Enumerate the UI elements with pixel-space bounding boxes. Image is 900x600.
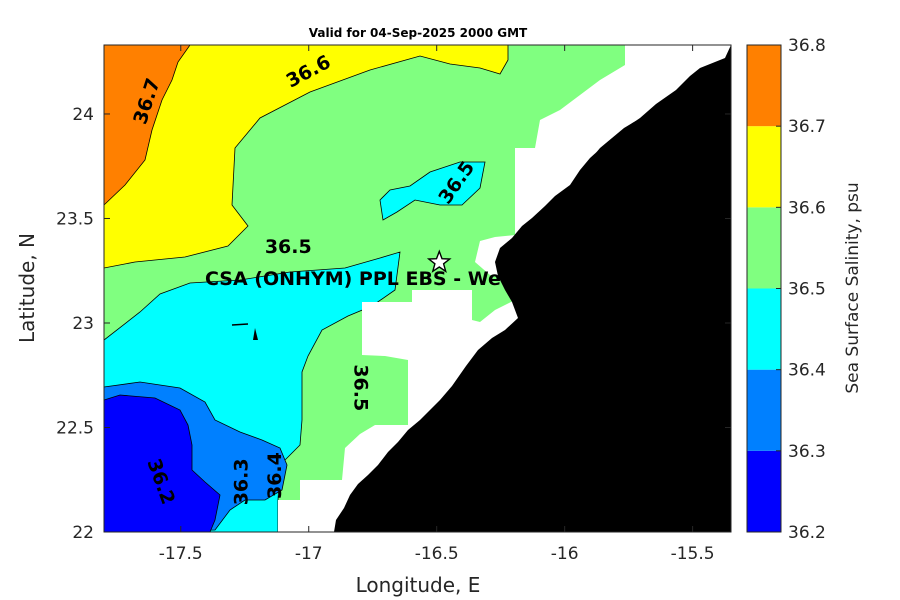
y-tick-label: 23 [72, 314, 94, 334]
site-label: CSA (ONHYM) PPL EBS - We [205, 268, 501, 290]
colorbar-bin [747, 450, 781, 532]
contour-label: 36.5 [349, 364, 371, 411]
x-axis: -17.5 -17 -16.5 -16 -15.5 [159, 45, 715, 564]
contour-label: 36.4 [264, 452, 286, 499]
y-tick-label: 23.5 [56, 209, 94, 229]
y-axis-label: Latitude, N [15, 233, 39, 343]
x-tick-label: -16 [551, 544, 579, 564]
site-marker-group: CSA (ONHYM) PPL EBS - We [205, 249, 501, 290]
region-36-4-patch [379, 161, 486, 221]
colorbar: 36.2 36.3 36.4 36.5 36.6 36.7 36.8 [746, 36, 826, 543]
x-tick-label: -15.5 [671, 544, 715, 564]
contour-fragment-2 [253, 328, 258, 340]
region-36-7 [104, 45, 191, 206]
colorbar-bin [747, 369, 781, 451]
x-tick-label: -17.5 [159, 544, 203, 564]
site-star-icon [426, 249, 452, 273]
colorbar-bin [747, 126, 781, 208]
contour-label: 36.3 [231, 458, 253, 505]
y-tick-label: 22 [72, 523, 94, 543]
y-tick-label: 22.5 [56, 418, 94, 438]
y-axis: 22 22.5 23 23.5 24 [56, 105, 731, 543]
contour-label: 36.5 [265, 236, 312, 258]
land-mass [334, 45, 731, 532]
colorbar-tick-label: 36.8 [788, 36, 826, 56]
colorbar-tick-label: 36.4 [788, 361, 826, 381]
colorbar-tick-label: 36.7 [788, 117, 826, 137]
colorbar-tick-label: 36.5 [788, 280, 826, 300]
colorbar-label: Sea Surface Salinity, psu [843, 182, 863, 393]
x-tick-label: -16.5 [415, 544, 459, 564]
map-area [104, 45, 731, 532]
map-title: Valid for 04-Sep-2025 2000 GMT [309, 26, 528, 40]
island [582, 122, 636, 172]
region-36-2 [104, 394, 221, 532]
contour-fragment [231, 323, 249, 326]
region-36-6-west [104, 45, 509, 269]
x-axis-label: Longitude, E [356, 573, 481, 597]
plot-frame [103, 44, 732, 533]
colorbar-tick-label: 36.6 [788, 198, 826, 218]
colorbar-bin [747, 45, 781, 127]
colorbar-bin [747, 288, 781, 370]
colorbar-tick-label: 36.2 [788, 523, 826, 543]
colorbar-bin [747, 207, 781, 289]
y-tick-label: 24 [72, 105, 94, 125]
x-tick-label: -17 [295, 544, 323, 564]
colorbar-tick-label: 36.3 [788, 442, 826, 462]
